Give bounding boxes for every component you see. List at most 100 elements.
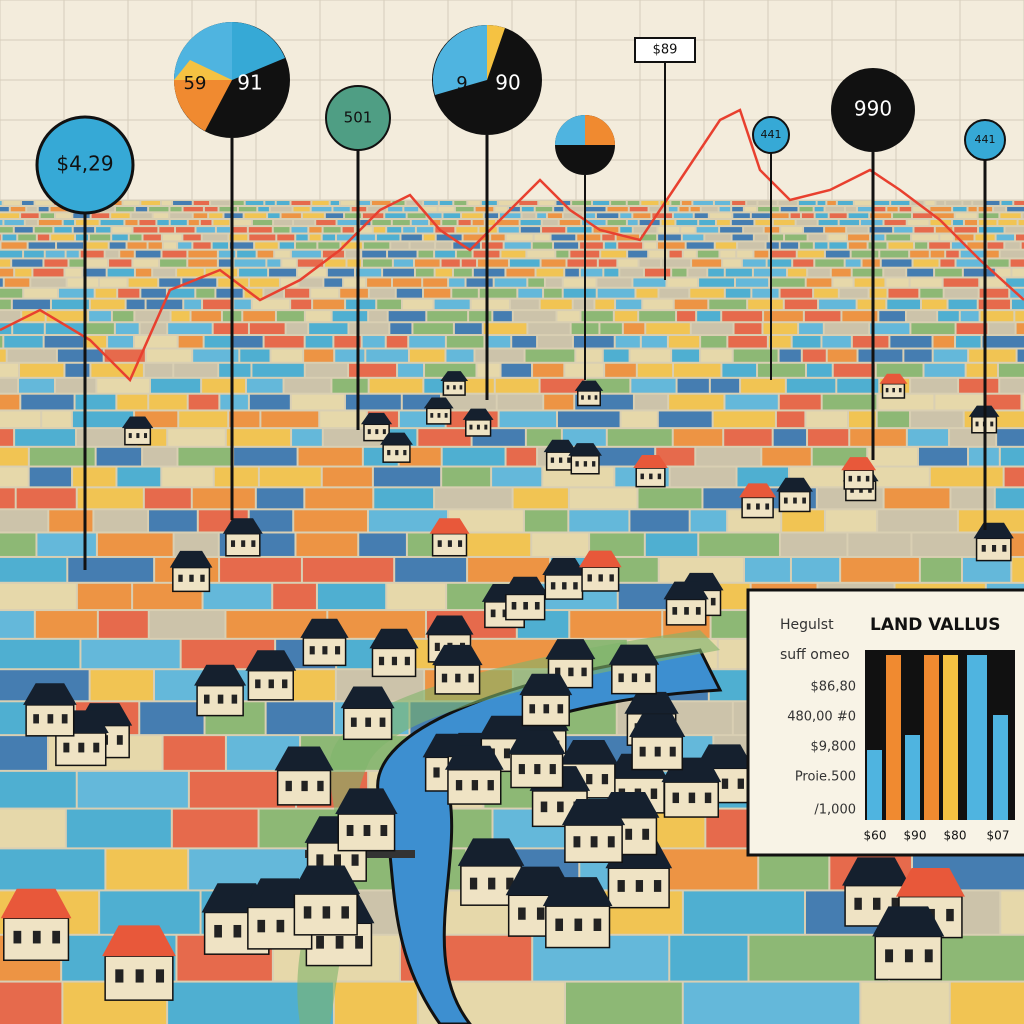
field-patch (220, 557, 301, 582)
field-patch (768, 336, 791, 348)
field-patch (368, 207, 387, 212)
field-patch (196, 288, 215, 298)
field-patch (481, 242, 503, 249)
field-patch (323, 227, 341, 233)
field-patch (963, 268, 995, 277)
field-patch (899, 207, 912, 212)
house-window (598, 574, 603, 582)
field-patch (943, 278, 979, 287)
field-patch (291, 394, 344, 410)
field-patch (513, 311, 556, 322)
field-patch (177, 268, 204, 277)
house-window (592, 461, 596, 467)
field-patch (57, 349, 103, 362)
house-roof (462, 408, 494, 420)
field-patch (532, 242, 553, 249)
field-patch (683, 250, 696, 258)
house-roof (739, 483, 777, 498)
field-patch (140, 702, 204, 735)
field-patch (692, 259, 722, 267)
field-patch (770, 250, 796, 258)
field-patch (528, 278, 544, 287)
field-patch (525, 349, 575, 362)
field-patch (506, 447, 537, 466)
house-window (455, 673, 461, 683)
field-patch (14, 227, 33, 233)
field-patch (779, 349, 801, 362)
field-patch (89, 234, 111, 241)
field-patch (557, 311, 580, 322)
field-patch (174, 533, 218, 556)
field-patch (373, 227, 386, 233)
field-patch (621, 411, 657, 428)
field-patch (542, 220, 558, 226)
field-patch (296, 533, 358, 556)
field-patch (188, 259, 217, 267)
field-patch (442, 220, 457, 226)
house-window (351, 854, 359, 866)
field-patch (178, 336, 203, 348)
house-window (574, 918, 583, 931)
field-patch (171, 311, 190, 322)
field-patch (701, 336, 727, 348)
field-patch (565, 268, 579, 277)
field-patch (454, 323, 482, 335)
field-patch (163, 242, 177, 249)
field-patch (162, 250, 187, 258)
field-patch (77, 583, 132, 610)
field-patch (604, 242, 617, 249)
field-patch (234, 447, 297, 466)
field-patch (69, 259, 84, 267)
field-patch (958, 510, 1024, 532)
field-patch (880, 250, 909, 258)
field-patch (229, 242, 254, 249)
field-patch (929, 242, 950, 249)
house-window (583, 461, 588, 467)
house-window (322, 646, 328, 655)
house-roof (432, 644, 483, 666)
field-patch (833, 278, 853, 287)
field-patch (118, 288, 140, 298)
field-patch (297, 259, 324, 267)
field-patch (580, 268, 603, 277)
house-window (981, 545, 986, 552)
field-patch (149, 510, 197, 532)
house-roof (543, 439, 578, 453)
field-patch (536, 268, 564, 277)
panel-x-label: $07 (987, 829, 1010, 843)
field-patch (837, 201, 853, 205)
field-patch (387, 583, 446, 610)
field-patch (998, 363, 1024, 377)
field-patch (15, 268, 32, 277)
field-patch (573, 336, 614, 348)
field-patch (699, 220, 715, 226)
field-patch (282, 259, 296, 267)
house (608, 644, 660, 695)
field-patch (773, 429, 807, 446)
house-roof (579, 550, 622, 568)
field-patch (881, 259, 912, 267)
house-window (490, 609, 496, 618)
field-patch (763, 323, 798, 335)
house-roof (423, 397, 454, 409)
field-patch (0, 323, 12, 335)
house (423, 397, 454, 425)
field-patch (42, 411, 71, 428)
field-patch (179, 411, 228, 428)
field-patch (537, 213, 546, 219)
field-patch (539, 201, 555, 205)
field-patch (392, 201, 405, 205)
field-patch (128, 278, 158, 287)
field-patch (1005, 242, 1020, 249)
field-patch (420, 207, 437, 212)
pie-label: 9 (456, 73, 467, 94)
bar (905, 735, 920, 820)
field-patch (597, 288, 635, 298)
field-patch (1000, 378, 1024, 393)
field-patch (123, 201, 140, 205)
house-window (946, 908, 954, 922)
house-window (203, 694, 210, 704)
field-patch (54, 227, 72, 233)
field-patch (944, 288, 978, 298)
house-window (143, 433, 148, 439)
